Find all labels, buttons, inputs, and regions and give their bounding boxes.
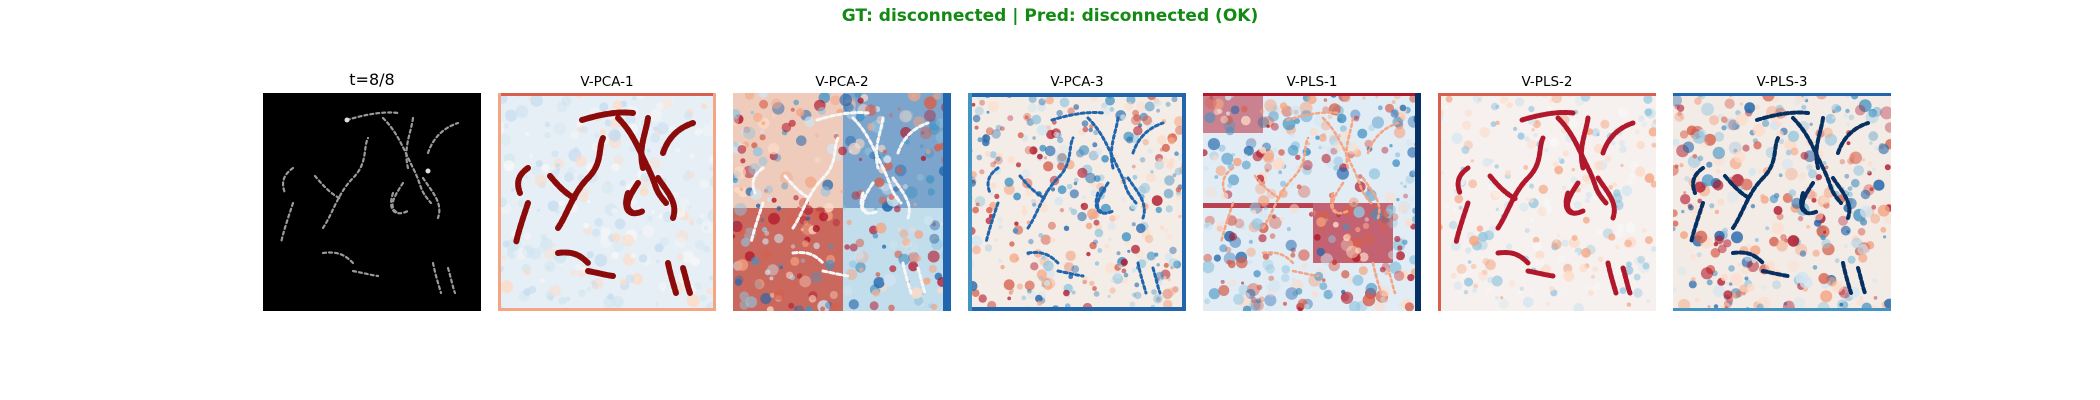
v-pca-2-heatmap (733, 93, 951, 311)
v-pls-1-heatmap (1203, 93, 1421, 311)
input-frame-image (263, 93, 481, 311)
panel-title: V-PLS-3 (1756, 74, 1808, 90)
panel-title: V-PCA-3 (1050, 74, 1104, 90)
v-pls-3-heatmap (1673, 93, 1891, 311)
panel-title: t=8/8 (349, 70, 395, 89)
panel-title: V-PLS-2 (1521, 74, 1573, 90)
v-pca-3-heatmap (968, 93, 1186, 311)
v-pca-1-heatmap (498, 93, 716, 311)
panel-title: V-PCA-2 (815, 74, 869, 90)
figure-title: GT: disconnected | Pred: disconnected (O… (841, 6, 1259, 26)
panel-title: V-PLS-1 (1286, 74, 1338, 90)
v-pls-2-heatmap (1438, 93, 1656, 311)
panel-title: V-PCA-1 (580, 74, 634, 90)
